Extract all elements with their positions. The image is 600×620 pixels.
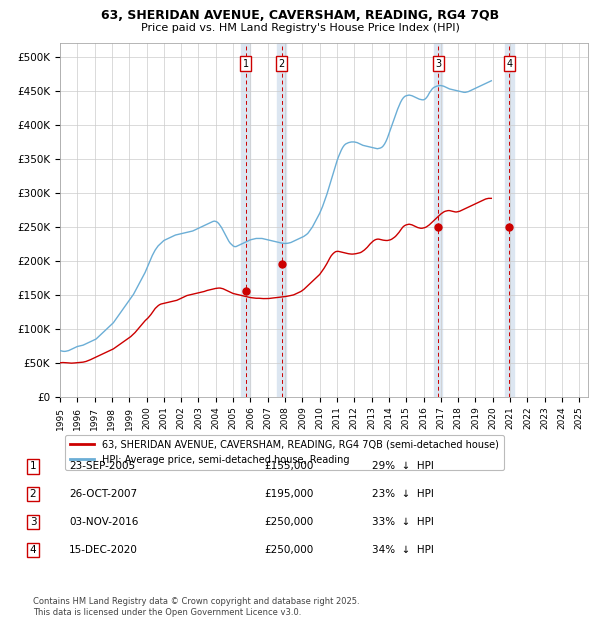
Text: 15-DEC-2020: 15-DEC-2020 [69,545,138,555]
Text: 3: 3 [435,59,441,69]
Text: £250,000: £250,000 [264,545,313,555]
Text: 23%  ↓  HPI: 23% ↓ HPI [372,489,434,499]
Text: £195,000: £195,000 [264,489,313,499]
Text: 33%  ↓  HPI: 33% ↓ HPI [372,517,434,527]
Text: Contains HM Land Registry data © Crown copyright and database right 2025.
This d: Contains HM Land Registry data © Crown c… [33,598,359,617]
Text: 34%  ↓  HPI: 34% ↓ HPI [372,545,434,555]
Text: 26-OCT-2007: 26-OCT-2007 [69,489,137,499]
Text: 4: 4 [506,59,512,69]
Bar [241,43,250,397]
Text: 2: 2 [278,59,285,69]
Text: £155,000: £155,000 [264,461,313,471]
Text: 63, SHERIDAN AVENUE, CAVERSHAM, READING, RG4 7QB: 63, SHERIDAN AVENUE, CAVERSHAM, READING,… [101,9,499,22]
Bar [505,43,514,397]
Text: 3: 3 [29,517,37,527]
Text: 4: 4 [29,545,37,555]
Text: 1: 1 [242,59,248,69]
Text: 1: 1 [29,461,37,471]
Bar [434,43,442,397]
Text: £250,000: £250,000 [264,517,313,527]
Text: 23-SEP-2005: 23-SEP-2005 [69,461,135,471]
Text: 2: 2 [29,489,37,499]
Text: 03-NOV-2016: 03-NOV-2016 [69,517,139,527]
Text: 29%  ↓  HPI: 29% ↓ HPI [372,461,434,471]
Bar [277,43,286,397]
Legend: 63, SHERIDAN AVENUE, CAVERSHAM, READING, RG4 7QB (semi-detached house), HPI: Ave: 63, SHERIDAN AVENUE, CAVERSHAM, READING,… [65,435,503,470]
Text: Price paid vs. HM Land Registry's House Price Index (HPI): Price paid vs. HM Land Registry's House … [140,23,460,33]
